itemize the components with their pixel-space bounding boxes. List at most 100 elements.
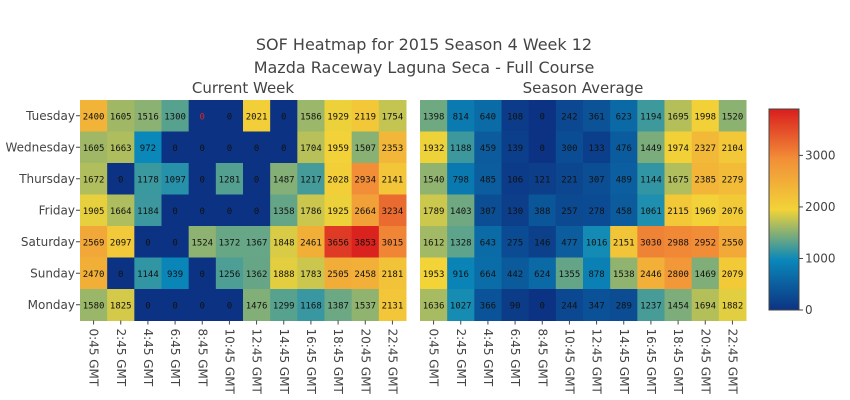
cell-value-label: 1580 (83, 301, 105, 311)
heatmap-cell (134, 194, 162, 227)
heatmap-cell (215, 100, 244, 132)
heatmap-cell (637, 131, 665, 164)
heatmap-cell (351, 100, 380, 132)
cell-value-label: 1362 (246, 270, 268, 280)
heatmap-cell (107, 163, 135, 195)
x-tick-label: 10:45 GMT (222, 329, 236, 395)
cell-value-label: 442 (507, 270, 523, 280)
heatmap-cell (107, 257, 135, 290)
heatmap-cell (80, 100, 108, 132)
cell-value-label: 459 (480, 144, 496, 154)
cell-value-label: 1789 (423, 207, 445, 217)
cell-value-label: 0 (227, 301, 232, 311)
heatmap-cell (161, 100, 190, 132)
heatmap-cell (691, 194, 720, 227)
cell-value-label: 1487 (273, 175, 295, 185)
cell-value-label: 1027 (450, 301, 472, 311)
heatmap-cell (501, 100, 530, 132)
heatmap-cell (324, 131, 353, 164)
cell-value-label: 2446 (640, 270, 662, 280)
heatmap-cell (718, 131, 747, 164)
heatmap-cell (161, 289, 190, 321)
heatmap-cell (134, 226, 162, 258)
cell-value-label: 0 (118, 270, 123, 280)
cell-value-label: 0 (540, 112, 545, 122)
heatmap-cell (188, 257, 217, 290)
cell-value-label: 1882 (722, 301, 744, 311)
heatmap-cell (474, 289, 502, 321)
heatmap-cell (610, 100, 638, 132)
x-tick-label: 16:45 GMT (304, 329, 318, 395)
cell-value-label: 1538 (613, 270, 635, 280)
heatmap-cell (378, 131, 407, 164)
cell-value-label: 3015 (382, 238, 404, 248)
cell-value-label: 2151 (613, 238, 635, 248)
heatmap-cell (474, 163, 502, 195)
cell-value-label: 1454 (667, 301, 689, 311)
cell-value-label: 307 (480, 207, 496, 217)
cell-value-label: 2952 (694, 238, 716, 248)
cell-value-label: 1507 (354, 144, 376, 154)
cell-value-label: 0 (200, 301, 205, 311)
cell-value-label: 2353 (382, 144, 404, 154)
heatmap-cell (610, 226, 638, 258)
cell-value-label: 1969 (694, 207, 716, 217)
heatmap-panel-season-average: Season Average 1398 814 640 108 0 242 361 623 119… (420, 79, 747, 395)
cell-value-label: 2028 (327, 175, 349, 185)
cell-value-label: 485 (480, 175, 496, 185)
heatmap-cell (691, 100, 720, 132)
cell-value-label: 2131 (382, 301, 404, 311)
heatmap-cell (501, 131, 530, 164)
heatmap-cell (555, 163, 584, 195)
cell-value-label: 0 (227, 144, 232, 154)
heatmap-cell (528, 100, 557, 132)
heatmap-cell (297, 289, 325, 321)
cell-value-label: 2279 (722, 175, 744, 185)
cell-value-label: 3030 (640, 238, 662, 248)
x-tick-label: 4:45 GMT (481, 329, 495, 387)
cell-value-label: 1695 (667, 112, 689, 122)
cell-value-label: 0 (254, 207, 259, 217)
heatmap-cell (637, 194, 665, 227)
heatmap-cell (583, 226, 611, 258)
heatmap-cell (215, 194, 244, 227)
cell-value-label: 1520 (722, 112, 744, 122)
cell-value-label: 139 (507, 144, 523, 154)
heatmap-cell (324, 289, 353, 321)
heatmap-cell (215, 163, 244, 195)
heatmap-cell (528, 163, 557, 195)
cell-value-label: 388 (534, 207, 550, 217)
cell-value-label: 1540 (423, 175, 445, 185)
cell-value-label: 1387 (327, 301, 349, 311)
heatmap-cell (378, 226, 407, 258)
y-tick-label: Sunday (30, 266, 75, 280)
cell-value-label: 1959 (327, 144, 349, 154)
heatmap-cell (107, 100, 135, 132)
cell-value-label: 121 (534, 175, 550, 185)
heatmap-cell (718, 289, 747, 321)
cell-value-label: 2505 (327, 270, 349, 280)
heatmap-cell (691, 131, 720, 164)
heatmap-cell (297, 163, 325, 195)
heatmap-cell (134, 131, 162, 164)
heatmap-cell (555, 289, 584, 321)
heatmap-cell (447, 131, 475, 164)
heatmap-cell (447, 194, 475, 227)
heatmap-cell (610, 163, 638, 195)
heatmap-cell (528, 257, 557, 290)
heatmap-cell (297, 257, 325, 290)
x-tick-label: 8:45 GMT (195, 329, 209, 387)
cell-value-label: 0 (281, 144, 286, 154)
heatmap-cell (555, 194, 584, 227)
cell-value-label: 2569 (83, 238, 105, 248)
x-tick-label: 10:45 GMT (562, 329, 576, 395)
cell-value-label: 2021 (246, 112, 268, 122)
heatmap-cell (188, 163, 217, 195)
y-tick-label: Saturday (21, 235, 75, 249)
heatmap-cell (107, 226, 135, 258)
x-tick-label: 4:45 GMT (141, 329, 155, 387)
heatmap-cell (718, 257, 747, 290)
cell-value-label: 1449 (640, 144, 662, 154)
